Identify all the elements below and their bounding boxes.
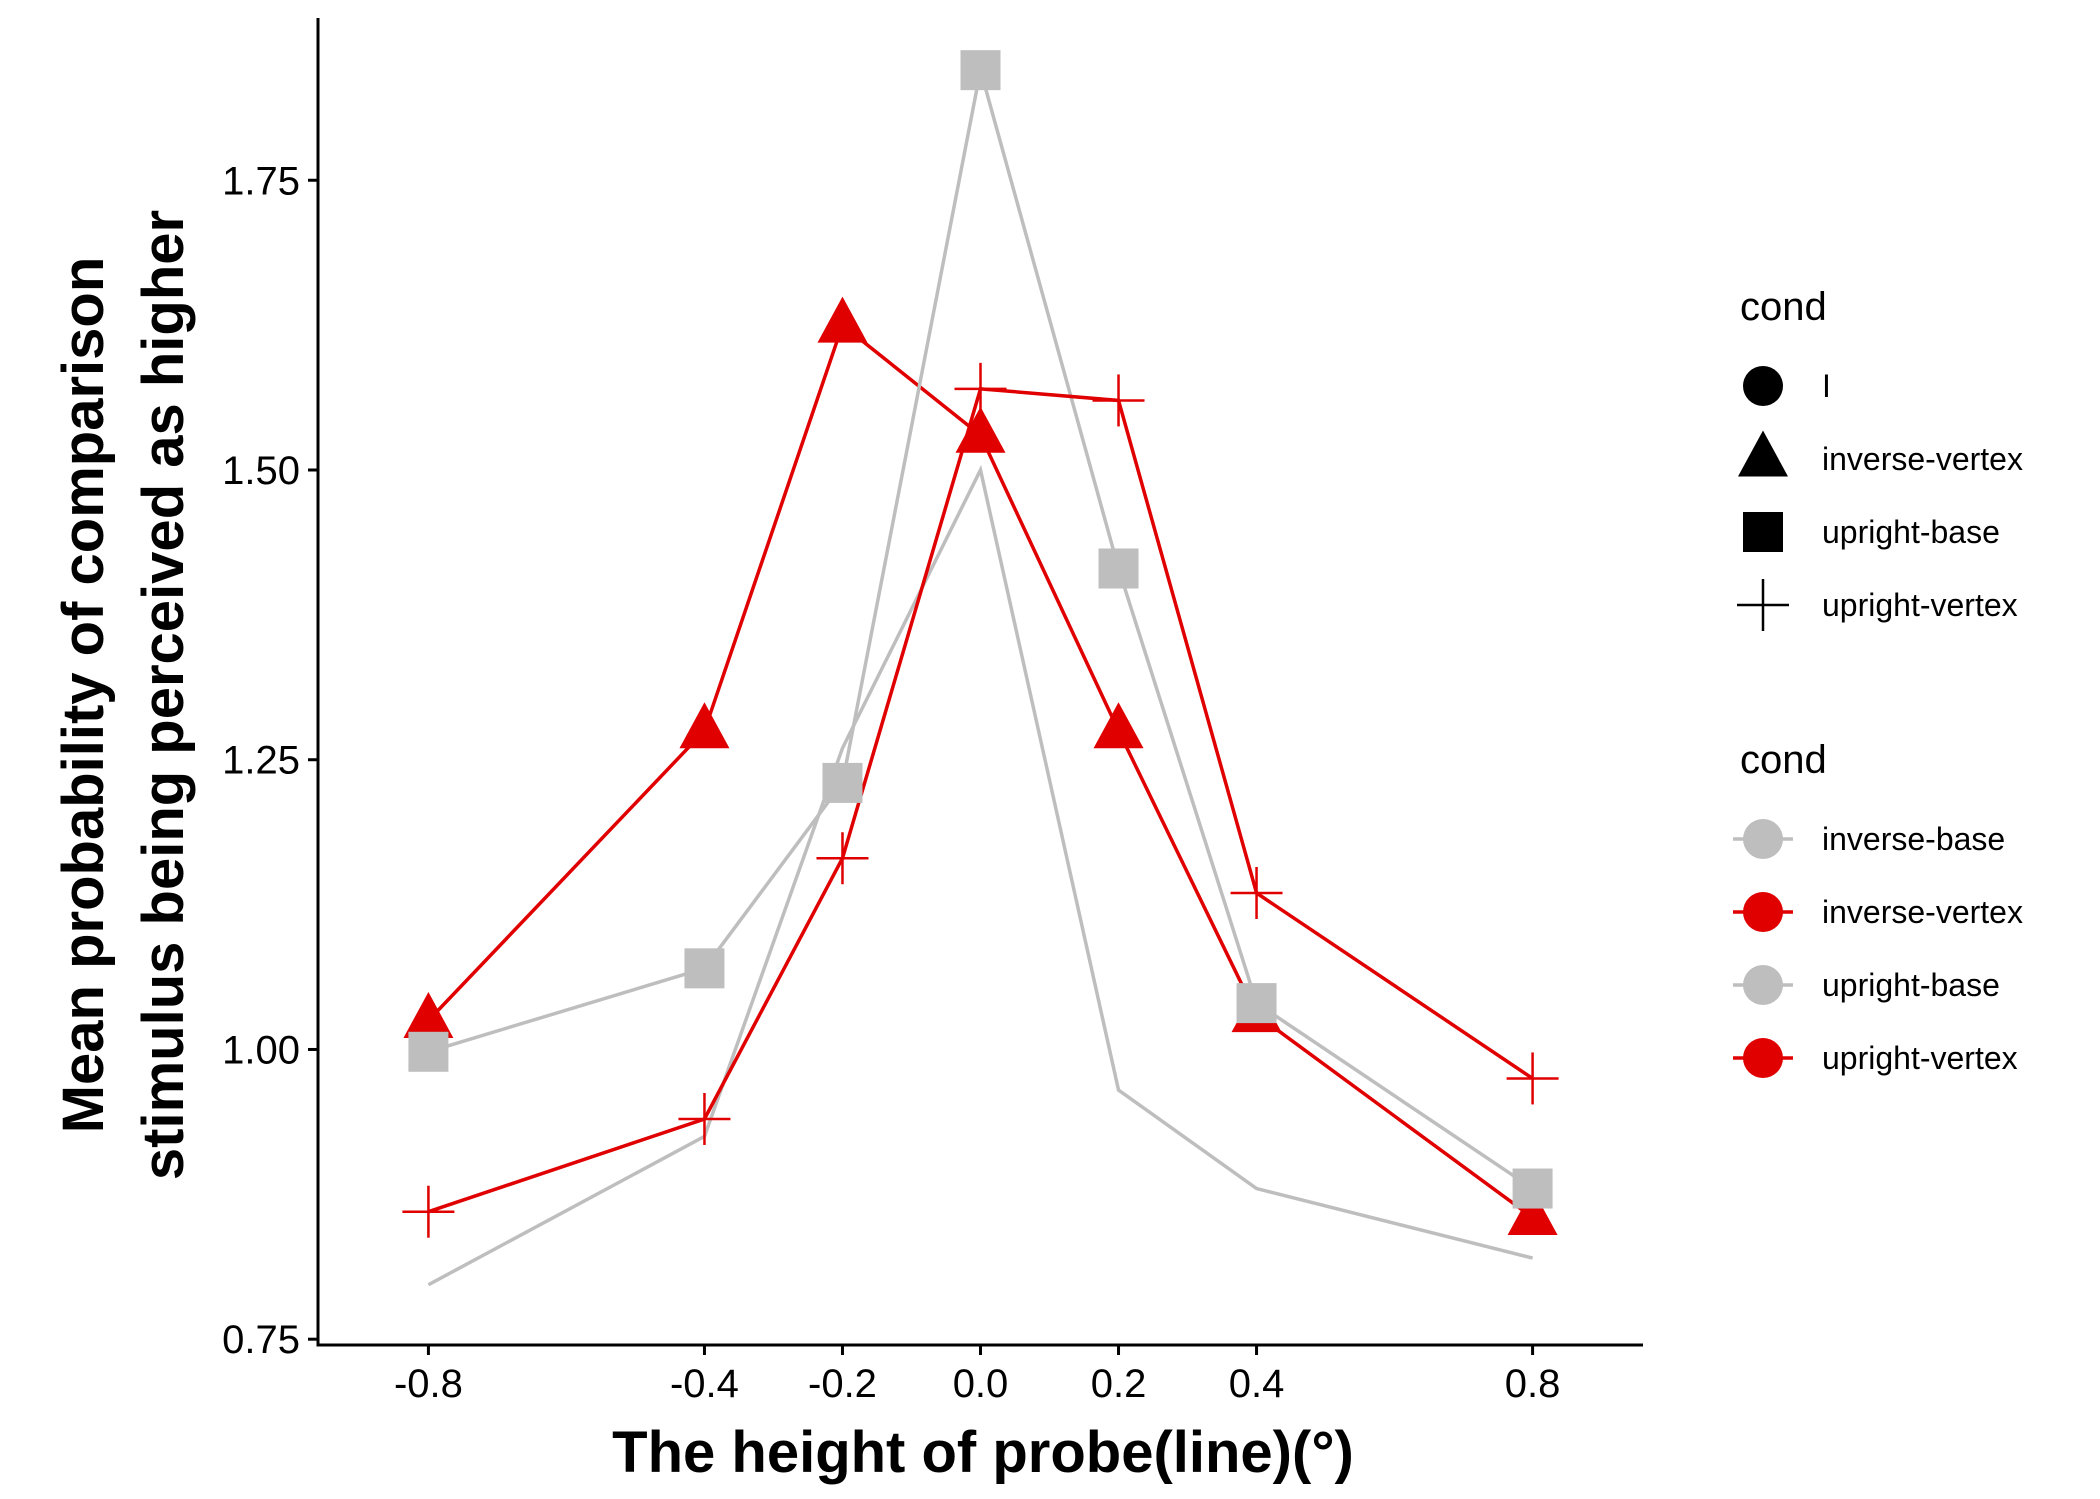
x-tick-label: 0.8 <box>1505 1362 1561 1406</box>
x-tick-label: -0.2 <box>808 1362 877 1406</box>
x-tick-label: 0.4 <box>1229 1362 1285 1406</box>
x-tick-label: 0.0 <box>953 1362 1009 1406</box>
point-inverse-vertex <box>1507 1188 1558 1235</box>
y-tick-label: 1.75 <box>222 159 300 203</box>
legend-key-triangle <box>1738 430 1788 477</box>
point-inverse-vertex <box>403 991 454 1038</box>
point-upright-vertex <box>1230 867 1283 920</box>
series-line-inverse-base <box>427 464 1534 1287</box>
x-tick-label: -0.4 <box>670 1362 739 1406</box>
point-inverse-vertex <box>817 296 868 343</box>
legend-item-label: inverse-vertex <box>1822 894 2023 930</box>
x-tick-label: -0.8 <box>394 1362 463 1406</box>
y-tick-label: 1.25 <box>222 739 300 783</box>
point-upright-base <box>684 948 725 989</box>
point-upright-base <box>1098 548 1139 589</box>
legend-item-label: upright-base <box>1822 967 2000 1003</box>
legend-color-title: cond <box>1740 738 1827 782</box>
point-upright-vertex <box>1092 374 1145 427</box>
point-inverse-vertex <box>955 406 1006 453</box>
axes: 0.75 1.00 1.25 1.50 1.75 -0.8 -0.4 -0.2 0.0 0.2 0.… <box>222 18 1643 1406</box>
legend-key-plus <box>1737 579 1789 631</box>
x-tick-label: 0.2 <box>1091 1362 1147 1406</box>
point-upright-vertex <box>678 1093 731 1146</box>
series-line-inverse-vertex <box>427 322 1534 1219</box>
legend-item-label: upright-vertex <box>1822 587 2018 623</box>
point-upright-base <box>822 762 863 803</box>
legend-key-square <box>1743 512 1783 552</box>
legend-shape-title: cond <box>1740 285 1827 329</box>
point-upright-vertex <box>402 1185 455 1238</box>
series-line-upright-vertex <box>427 387 1534 1214</box>
point-inverse-vertex <box>679 702 730 749</box>
y-axis-title-line-2: stimulus being perceived as higher <box>131 210 196 1180</box>
legend-item-label: I <box>1822 368 1831 404</box>
point-upright-base <box>960 50 1001 91</box>
y-tick-label: 0.75 <box>222 1318 300 1362</box>
legend-item-label: inverse-base <box>1822 821 2005 857</box>
legend-color-dot <box>1743 892 1783 932</box>
point-upright-base <box>408 1031 449 1072</box>
legend-item-label: inverse-vertex <box>1822 441 2023 477</box>
point-inverse-vertex <box>1093 702 1144 749</box>
point-upright-vertex <box>816 832 869 885</box>
y-axis-title-line-1: Mean probability of comparison <box>51 257 116 1134</box>
legend-item-label: upright-base <box>1822 514 2000 550</box>
legend-item-label: upright-vertex <box>1822 1040 2018 1076</box>
plot-area <box>402 50 1559 1287</box>
legend-color-dot <box>1743 1038 1783 1078</box>
y-tick-label: 1.00 <box>222 1028 300 1072</box>
legend-color-dot <box>1743 965 1783 1005</box>
x-axis-title: The height of probe(line)(°) <box>612 1420 1354 1485</box>
y-tick-label: 1.50 <box>222 449 300 493</box>
point-upright-vertex <box>1506 1052 1559 1105</box>
point-upright-base <box>1512 1168 1553 1209</box>
series-line-upright-base <box>427 69 1534 1190</box>
point-upright-vertex <box>954 362 1007 415</box>
point-upright-base <box>1236 983 1277 1024</box>
legend-color-dot <box>1743 819 1783 859</box>
legend-key-circle <box>1743 366 1783 406</box>
